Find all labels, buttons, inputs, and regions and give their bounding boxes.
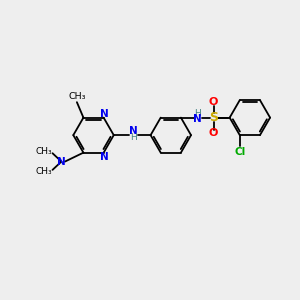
Text: Cl: Cl xyxy=(235,147,246,158)
Text: N: N xyxy=(100,152,109,161)
Text: N: N xyxy=(57,157,66,166)
Text: N: N xyxy=(100,109,109,119)
Text: N: N xyxy=(193,114,202,124)
Text: O: O xyxy=(209,97,218,107)
Text: CH₃: CH₃ xyxy=(36,147,52,156)
Text: H: H xyxy=(194,109,201,118)
Text: N: N xyxy=(129,126,137,136)
Text: H: H xyxy=(130,133,136,142)
Text: O: O xyxy=(209,128,218,138)
Text: CH₃: CH₃ xyxy=(68,92,86,101)
Text: CH₃: CH₃ xyxy=(36,167,52,176)
Text: S: S xyxy=(209,111,218,124)
